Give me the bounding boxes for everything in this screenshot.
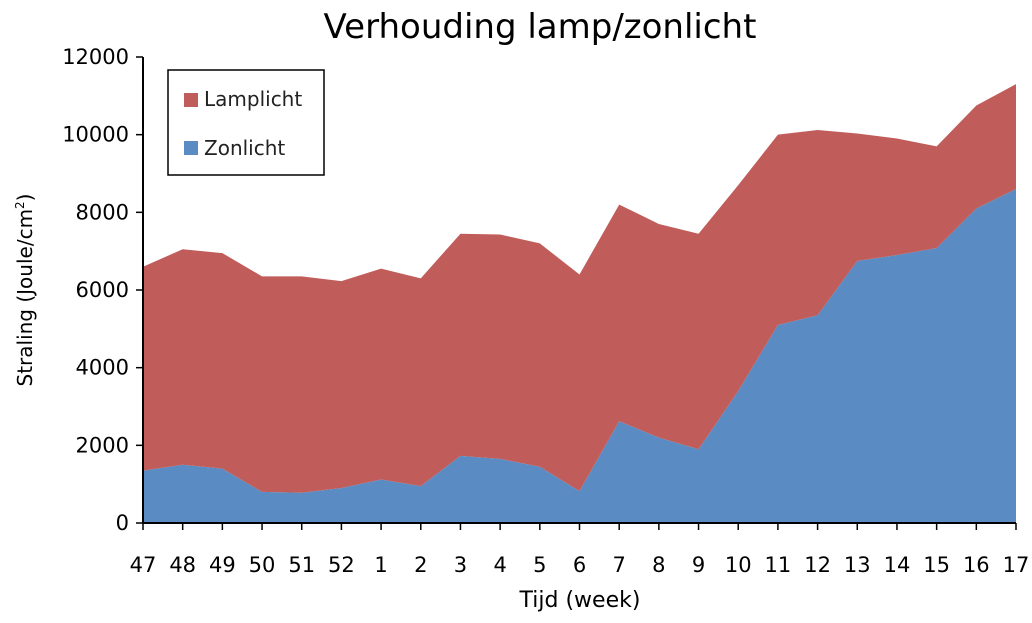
x-tick-label: 13	[844, 553, 871, 577]
x-tick-label: 4	[493, 553, 506, 577]
x-tick-label: 47	[130, 553, 157, 577]
legend-label-zonlicht: Zonlicht	[204, 136, 285, 160]
plot-area	[143, 84, 1016, 523]
y-tick-label: 2000	[76, 433, 129, 457]
chart-title: Verhouding lamp/zonlicht	[324, 7, 757, 47]
x-tick-label: 51	[288, 553, 315, 577]
y-tick-label: 10000	[62, 123, 129, 147]
x-tick-label: 5	[533, 553, 546, 577]
x-tick-label: 16	[963, 553, 990, 577]
x-tick-label: 14	[884, 553, 911, 577]
y-axis-title-superscript: 2	[13, 201, 27, 209]
x-tick-label: 9	[692, 553, 705, 577]
y-tick-label: 8000	[76, 200, 129, 224]
x-tick-label: 49	[209, 553, 236, 577]
x-tick-label: 2	[414, 553, 427, 577]
y-axis-title: Straling (Joule/cm2)	[13, 193, 37, 386]
legend-label-lamplicht: Lamplicht	[204, 87, 302, 111]
x-tick-label: 52	[328, 553, 355, 577]
x-tick-label: 11	[765, 553, 792, 577]
legend-box	[167, 69, 325, 176]
x-tick-label: 48	[169, 553, 196, 577]
y-axis-title-suffix: )	[13, 193, 37, 201]
y-tick-label: 12000	[62, 45, 129, 69]
y-tick-label: 4000	[76, 356, 129, 380]
x-tick-label: 6	[573, 553, 586, 577]
x-tick-label: 15	[923, 553, 950, 577]
legend: Lamplicht Zonlicht	[167, 69, 325, 176]
area-zonlicht	[143, 189, 1016, 523]
x-axis-title: Tijd (week)	[519, 588, 641, 613]
y-tick-label: 6000	[76, 278, 129, 302]
x-tick-label: 10	[725, 553, 752, 577]
x-tick-label: 7	[612, 553, 625, 577]
x-tick-label: 3	[454, 553, 467, 577]
x-tick-label: 50	[249, 553, 276, 577]
x-tick-label: 17	[1003, 553, 1030, 577]
legend-swatch-lamplicht	[184, 93, 198, 107]
x-tick-label: 12	[804, 553, 831, 577]
legend-swatch-zonlicht	[184, 141, 198, 155]
y-tick-label: 0	[116, 511, 129, 535]
x-tick-label: 1	[374, 553, 387, 577]
x-tick-label: 8	[652, 553, 665, 577]
y-axis-title-main: Straling (Joule/cm	[13, 209, 37, 387]
area-lamplicht	[143, 84, 1016, 493]
